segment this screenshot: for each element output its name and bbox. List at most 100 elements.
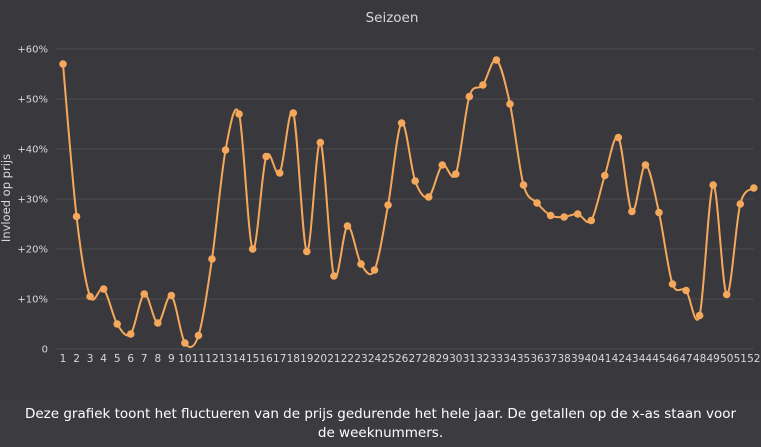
- data-point: [668, 280, 677, 288]
- data-point: [424, 193, 433, 201]
- x-tick-label: 1: [60, 353, 67, 365]
- y-tick-label: 0: [42, 345, 48, 356]
- y-tick-label: +20%: [17, 245, 48, 256]
- data-point: [695, 311, 704, 320]
- chart-caption: Deze grafiek toont het fluctueren van de…: [24, 406, 737, 441]
- data-point: [506, 100, 514, 108]
- data-point: [221, 146, 230, 154]
- x-tick-label: 2: [73, 353, 80, 365]
- x-tick-label: 32: [476, 353, 489, 365]
- data-point: [709, 181, 717, 189]
- x-tick-label: 40: [585, 353, 598, 365]
- data-point: [655, 208, 663, 217]
- data-point: [167, 291, 176, 300]
- x-tick-label: 52: [747, 353, 760, 365]
- data-point: [519, 181, 528, 189]
- x-tick-label: 33: [490, 353, 503, 365]
- data-point: [357, 260, 365, 268]
- x-tick-label: 24: [368, 353, 382, 365]
- x-tick-label: 19: [300, 353, 313, 365]
- y-tick-label: +40%: [17, 145, 48, 156]
- data-point: [86, 292, 94, 301]
- data-point: [465, 92, 474, 101]
- data-point: [749, 184, 758, 192]
- x-tick-label: 4: [100, 353, 107, 365]
- x-tick-label: 34: [503, 353, 517, 365]
- data-point: [126, 330, 135, 338]
- y-tick-label: +30%: [17, 195, 48, 206]
- data-point: [682, 286, 690, 295]
- data-point: [573, 210, 582, 218]
- data-point: [140, 290, 149, 298]
- data-point: [546, 211, 555, 220]
- x-tick-label: 47: [679, 353, 692, 365]
- x-tick-label: 43: [625, 353, 638, 365]
- x-tick-label: 18: [287, 353, 300, 365]
- x-tick-label: 15: [246, 353, 259, 365]
- x-tick-label: 27: [408, 353, 421, 365]
- x-tick-label: 51: [734, 353, 747, 365]
- data-point: [235, 110, 243, 118]
- data-point: [289, 109, 298, 117]
- x-tick-label: 44: [639, 353, 653, 365]
- x-tick-label: 35: [517, 353, 530, 365]
- x-tick-label: 7: [141, 353, 148, 365]
- data-point: [154, 319, 162, 327]
- x-tick-label: 17: [273, 353, 286, 365]
- data-point: [181, 339, 189, 347]
- x-tick-label: 10: [178, 353, 191, 365]
- x-tick-label: 22: [341, 353, 354, 365]
- data-point: [343, 222, 352, 230]
- x-tick-label: 30: [449, 353, 462, 365]
- data-point: [587, 216, 596, 225]
- data-point: [384, 201, 392, 209]
- series-line: [62, 58, 755, 348]
- data-point: [330, 272, 338, 280]
- data-point: [601, 171, 609, 180]
- data-point: [628, 207, 636, 216]
- data-point: [492, 56, 501, 64]
- x-tick-label: 23: [354, 353, 367, 365]
- data-point: [99, 285, 108, 293]
- x-tick-label: 25: [381, 353, 394, 365]
- x-tick-label: 48: [693, 353, 706, 365]
- x-tick-label: 11: [192, 353, 205, 365]
- x-tick-label: 29: [436, 353, 449, 365]
- data-point: [303, 247, 311, 256]
- x-tick-label: 37: [544, 353, 557, 365]
- x-tick-label: 39: [571, 353, 584, 365]
- data-point: [208, 255, 216, 263]
- data-point: [275, 169, 284, 177]
- data-point: [370, 266, 379, 274]
- x-tick-label: 42: [612, 353, 625, 365]
- y-tick-label: +10%: [17, 295, 48, 306]
- x-tick-label: 12: [205, 353, 218, 365]
- x-tick-label: 9: [168, 353, 175, 365]
- chart-title: Seizoen: [366, 10, 419, 26]
- data-point: [479, 81, 487, 89]
- data-point: [262, 152, 270, 161]
- data-point: [736, 200, 745, 208]
- y-axis-title: Invloed op prijs: [0, 154, 13, 242]
- data-point: [113, 320, 121, 328]
- data-point: [248, 245, 257, 253]
- data-point: [397, 119, 406, 127]
- x-tick-label: 28: [422, 353, 435, 365]
- data-point: [316, 138, 325, 147]
- data-point: [722, 290, 731, 299]
- x-tick-label: 8: [154, 353, 161, 365]
- x-tick-label: 5: [114, 353, 121, 365]
- x-tick-label: 50: [720, 353, 733, 365]
- chart-container: Seizoen 0 +10% +20% +30% +40% +50% +60% Invloed …: [0, 10, 761, 365]
- y-tick-label: +50%: [17, 95, 48, 106]
- x-tick-label: 20: [314, 353, 327, 365]
- x-tick-label: 26: [395, 353, 409, 365]
- data-point: [452, 170, 460, 178]
- x-tick-label: 16: [259, 353, 273, 365]
- data-point: [560, 213, 568, 221]
- data-point: [194, 331, 203, 340]
- x-tick-label: 31: [463, 353, 476, 365]
- data-point: [533, 199, 541, 207]
- x-tick-label: 6: [127, 353, 134, 365]
- x-tick-label: 13: [219, 353, 232, 365]
